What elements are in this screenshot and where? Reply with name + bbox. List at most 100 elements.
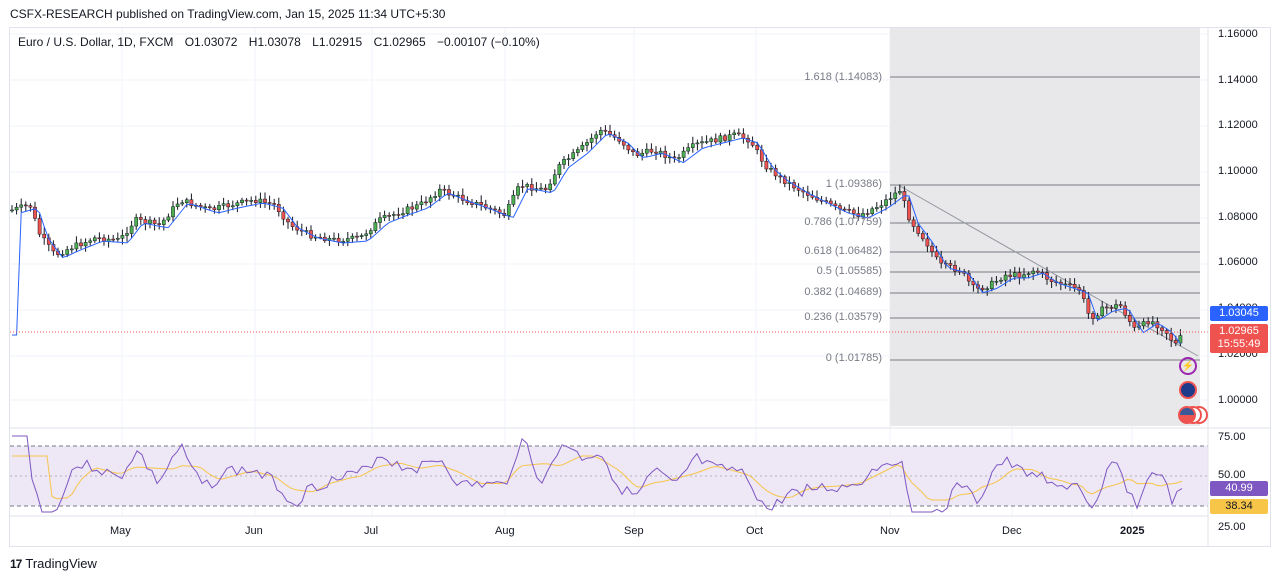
- candle-body: [373, 222, 378, 231]
- candle-body: [681, 150, 686, 158]
- rsi-band: [10, 446, 1208, 506]
- fib-label: 0 (1.01785): [825, 352, 882, 364]
- candle-body: [778, 175, 783, 178]
- candle-body: [769, 168, 773, 170]
- symbol-legend[interactable]: Euro / U.S. Dollar, 1D, FXCM O1.03072 H1…: [18, 35, 548, 49]
- candle-body: [207, 206, 212, 209]
- bar-countdown: 15:55:49: [1217, 338, 1261, 350]
- candle-body: [230, 205, 235, 208]
- candle-body: [755, 145, 760, 151]
- candle-body: [603, 129, 608, 132]
- candle-body: [161, 219, 166, 225]
- candle-body: [148, 219, 152, 224]
- candle-body: [1132, 321, 1137, 328]
- candle-body: [686, 147, 691, 152]
- candle-body: [700, 141, 704, 144]
- candle-body: [1003, 274, 1008, 281]
- candle-body: [1091, 313, 1095, 319]
- candle-body: [566, 158, 571, 160]
- candle-body: [272, 203, 277, 205]
- price-label: 1.10000: [1218, 165, 1258, 177]
- last-price-value: 1.02965: [1219, 325, 1259, 337]
- candle-body: [433, 196, 438, 198]
- candle-body: [221, 203, 226, 206]
- candle-body: [640, 152, 645, 156]
- month-label: Sep: [624, 525, 644, 537]
- footer[interactable]: 17 TradingView: [10, 556, 97, 571]
- candle-body: [934, 251, 939, 258]
- trend-line[interactable]: [899, 185, 1199, 357]
- candle-body: [888, 198, 893, 200]
- candle-body: [907, 200, 911, 221]
- candle-body: [1031, 270, 1036, 274]
- candle-body: [23, 204, 28, 207]
- candle-body: [897, 191, 902, 194]
- candle-body: [364, 233, 369, 236]
- candle-body: [405, 206, 410, 214]
- footer-brand: TradingView: [25, 556, 97, 571]
- candle-body: [1072, 284, 1077, 288]
- price-label: 1.00000: [1218, 394, 1258, 406]
- candle-body: [598, 129, 603, 136]
- chart-frame[interactable]: [9, 27, 1271, 547]
- month-label: Jul: [364, 525, 379, 537]
- candle-body: [175, 203, 180, 207]
- legend-high: H1.03078: [248, 35, 301, 49]
- candle-body: [166, 216, 171, 221]
- candle-body: [842, 208, 847, 211]
- candle-body: [129, 225, 134, 234]
- candle-body: [341, 241, 346, 243]
- legend-close: C1.02965: [373, 35, 426, 49]
- candle-body: [332, 237, 336, 240]
- candle-body: [750, 141, 755, 146]
- fib-label: 0.236 (1.03579): [804, 311, 882, 323]
- candle-body: [925, 238, 930, 247]
- candle-body: [585, 142, 589, 146]
- candle-body: [28, 205, 33, 208]
- price-label: 1.12000: [1218, 119, 1258, 131]
- flash-icon[interactable]: ⚡: [1179, 357, 1197, 375]
- fib-lines: [890, 76, 1200, 361]
- rsi-value-tag: 40.99: [1210, 481, 1268, 496]
- ma-value-tag: 1.03045: [1210, 306, 1268, 321]
- tradingview-logo-icon: 17: [10, 556, 22, 571]
- candle-body: [736, 132, 741, 135]
- candle-body: [97, 237, 102, 240]
- candle-body: [690, 143, 695, 148]
- flag-icon[interactable]: [1178, 406, 1196, 424]
- candle-body: [120, 235, 125, 239]
- candle-body: [520, 186, 525, 188]
- candle-body: [649, 148, 654, 153]
- candle-body: [1114, 304, 1118, 309]
- candle-body: [911, 219, 916, 227]
- candle-body: [796, 187, 801, 191]
- candle-body: [345, 238, 350, 242]
- candle-body: [419, 201, 424, 206]
- price-label: 1.08000: [1218, 211, 1258, 223]
- candle-body: [111, 238, 116, 241]
- candle-body: [1150, 321, 1155, 325]
- candle-body: [1155, 321, 1160, 329]
- fib-label: 1 (1.09386): [825, 178, 882, 190]
- symbol-name[interactable]: Euro / U.S. Dollar, 1D, FXCM: [18, 35, 174, 49]
- candle-body: [1123, 305, 1128, 316]
- candle-body: [1008, 274, 1013, 277]
- month-label: Aug: [495, 525, 515, 537]
- candle-body: [1026, 273, 1031, 275]
- globe-icon[interactable]: [1179, 381, 1197, 399]
- candle-body: [589, 137, 594, 143]
- candle-body: [152, 219, 157, 224]
- candle-body: [382, 215, 387, 219]
- month-label: 2025: [1120, 525, 1145, 537]
- candle-body: [516, 186, 520, 196]
- candle-body: [180, 202, 185, 205]
- moving-average-line: [12, 133, 1181, 345]
- candle-body: [677, 157, 681, 159]
- candle-body: [69, 248, 74, 251]
- candle-body: [548, 183, 553, 191]
- candle-body: [525, 184, 530, 187]
- candle-body: [741, 133, 746, 139]
- candle-body: [644, 148, 649, 154]
- fib-label: 0.5 (1.05585): [816, 265, 882, 277]
